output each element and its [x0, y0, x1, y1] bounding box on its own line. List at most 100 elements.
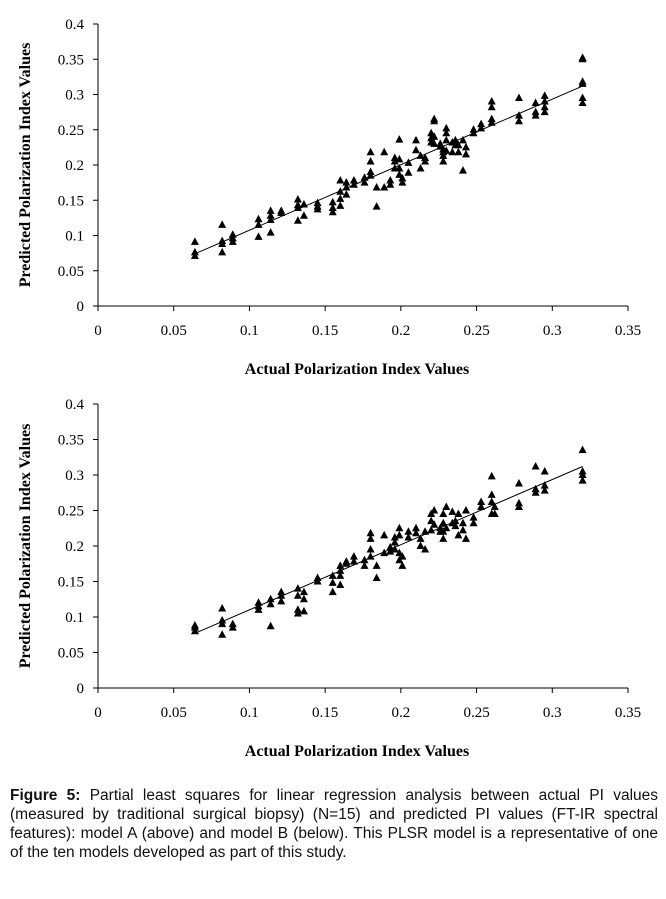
- data-point: [448, 507, 457, 515]
- data-point: [451, 521, 460, 530]
- data-point: [427, 525, 436, 534]
- data-point: [395, 164, 404, 172]
- data-point: [458, 518, 467, 527]
- data-point: [487, 497, 496, 505]
- data-point: [439, 518, 448, 527]
- data-point: [254, 214, 263, 223]
- y-axis-title: Predicted Polarization Index Values: [17, 424, 34, 669]
- data-point: [313, 204, 322, 213]
- data-point: [540, 102, 549, 111]
- data-point: [531, 461, 540, 470]
- data-point: [328, 578, 337, 586]
- y-tick-label: 0.4: [65, 397, 84, 413]
- data-point: [390, 156, 399, 165]
- data-point: [390, 537, 399, 546]
- data-point: [328, 587, 337, 596]
- data-point: [430, 520, 439, 528]
- data-point: [398, 561, 407, 569]
- x-tick-label: 0: [94, 705, 102, 721]
- data-point: [531, 111, 540, 119]
- data-point: [190, 237, 199, 245]
- data-point: [454, 147, 463, 156]
- data-point: [366, 156, 375, 165]
- data-point: [477, 123, 486, 132]
- data-point: [540, 107, 549, 116]
- data-point: [293, 195, 302, 203]
- data-point: [254, 605, 263, 613]
- x-tick-label: 0.25: [463, 323, 489, 339]
- data-point: [578, 54, 587, 63]
- data-point: [336, 561, 345, 569]
- data-point: [328, 197, 337, 206]
- y-tick-label: 0.2: [65, 158, 84, 174]
- data-point: [336, 176, 345, 184]
- y-tick-label: 0.2: [65, 539, 84, 555]
- figure-caption: Figure 5: Partial least squares for line…: [10, 786, 658, 862]
- data-point: [293, 203, 302, 212]
- x-tick-label: 0.2: [391, 323, 410, 339]
- data-point: [380, 147, 389, 156]
- data-point: [380, 183, 389, 191]
- data-point: [490, 502, 499, 510]
- data-point: [439, 156, 448, 165]
- data-point: [454, 530, 463, 539]
- scatter-plot-model-b: 0 0.05 0.1 0.15 0.2 0.25 0.3 0.35 0.4 0 0.05 0.1 0.1…: [17, 397, 641, 760]
- data-point: [442, 146, 451, 154]
- data-point: [218, 239, 227, 247]
- scatter-plot-model-a: 0 0.05 0.1 0.15 0.2 0.25 0.3 0.35 0.4 0 0.05 0.1 0.1…: [17, 17, 641, 378]
- data-point: [372, 561, 381, 569]
- data-point: [349, 176, 358, 184]
- data-point: [458, 166, 467, 174]
- data-point: [395, 154, 404, 163]
- data-point: [430, 132, 439, 140]
- data-point: [266, 599, 275, 608]
- data-point: [404, 168, 413, 176]
- x-tick-label: 0.35: [615, 705, 641, 721]
- data-point: [416, 164, 425, 172]
- data-point: [395, 523, 404, 532]
- data-point: [349, 552, 358, 560]
- data-point: [461, 506, 470, 514]
- data-point: [487, 102, 496, 111]
- data-point: [540, 466, 549, 475]
- data-point: [395, 135, 404, 143]
- data-point: [386, 180, 395, 188]
- data-point: [514, 111, 523, 119]
- data-point: [439, 509, 448, 518]
- data-point: [366, 528, 375, 537]
- data-point: [218, 603, 227, 612]
- data-point: [477, 497, 486, 505]
- data-point: [514, 502, 523, 510]
- data-point: [412, 528, 420, 537]
- data-point: [416, 541, 425, 549]
- data-point: [442, 128, 451, 137]
- data-point: [461, 142, 470, 151]
- data-point: [442, 135, 451, 144]
- data-point: [328, 571, 337, 579]
- data-point: [336, 571, 345, 579]
- data-point: [421, 156, 430, 165]
- data-point: [487, 490, 496, 498]
- data-point: [313, 577, 322, 585]
- data-point: [469, 128, 478, 137]
- data-point: [277, 596, 286, 605]
- y-tick-label: 0.3: [65, 88, 84, 104]
- data-point: [398, 173, 407, 182]
- x-tick-label: 0.1: [240, 705, 259, 721]
- y-tick-label: 0.15: [58, 193, 84, 209]
- data-point: [386, 547, 395, 555]
- data-point: [487, 471, 496, 480]
- data-point: [421, 545, 430, 553]
- data-point: [477, 502, 486, 510]
- data-point: [461, 149, 470, 158]
- data-point: [578, 98, 587, 106]
- data-point: [430, 506, 439, 514]
- x-axis-title: Actual Polarization Index Values: [245, 743, 469, 760]
- data-point: [299, 587, 308, 596]
- data-point: [454, 509, 463, 518]
- data-point: [430, 139, 439, 147]
- data-point: [380, 548, 389, 557]
- data-point: [336, 580, 345, 589]
- x-axis-title: Actual Polarization Index Values: [245, 361, 469, 378]
- data-point: [461, 534, 470, 542]
